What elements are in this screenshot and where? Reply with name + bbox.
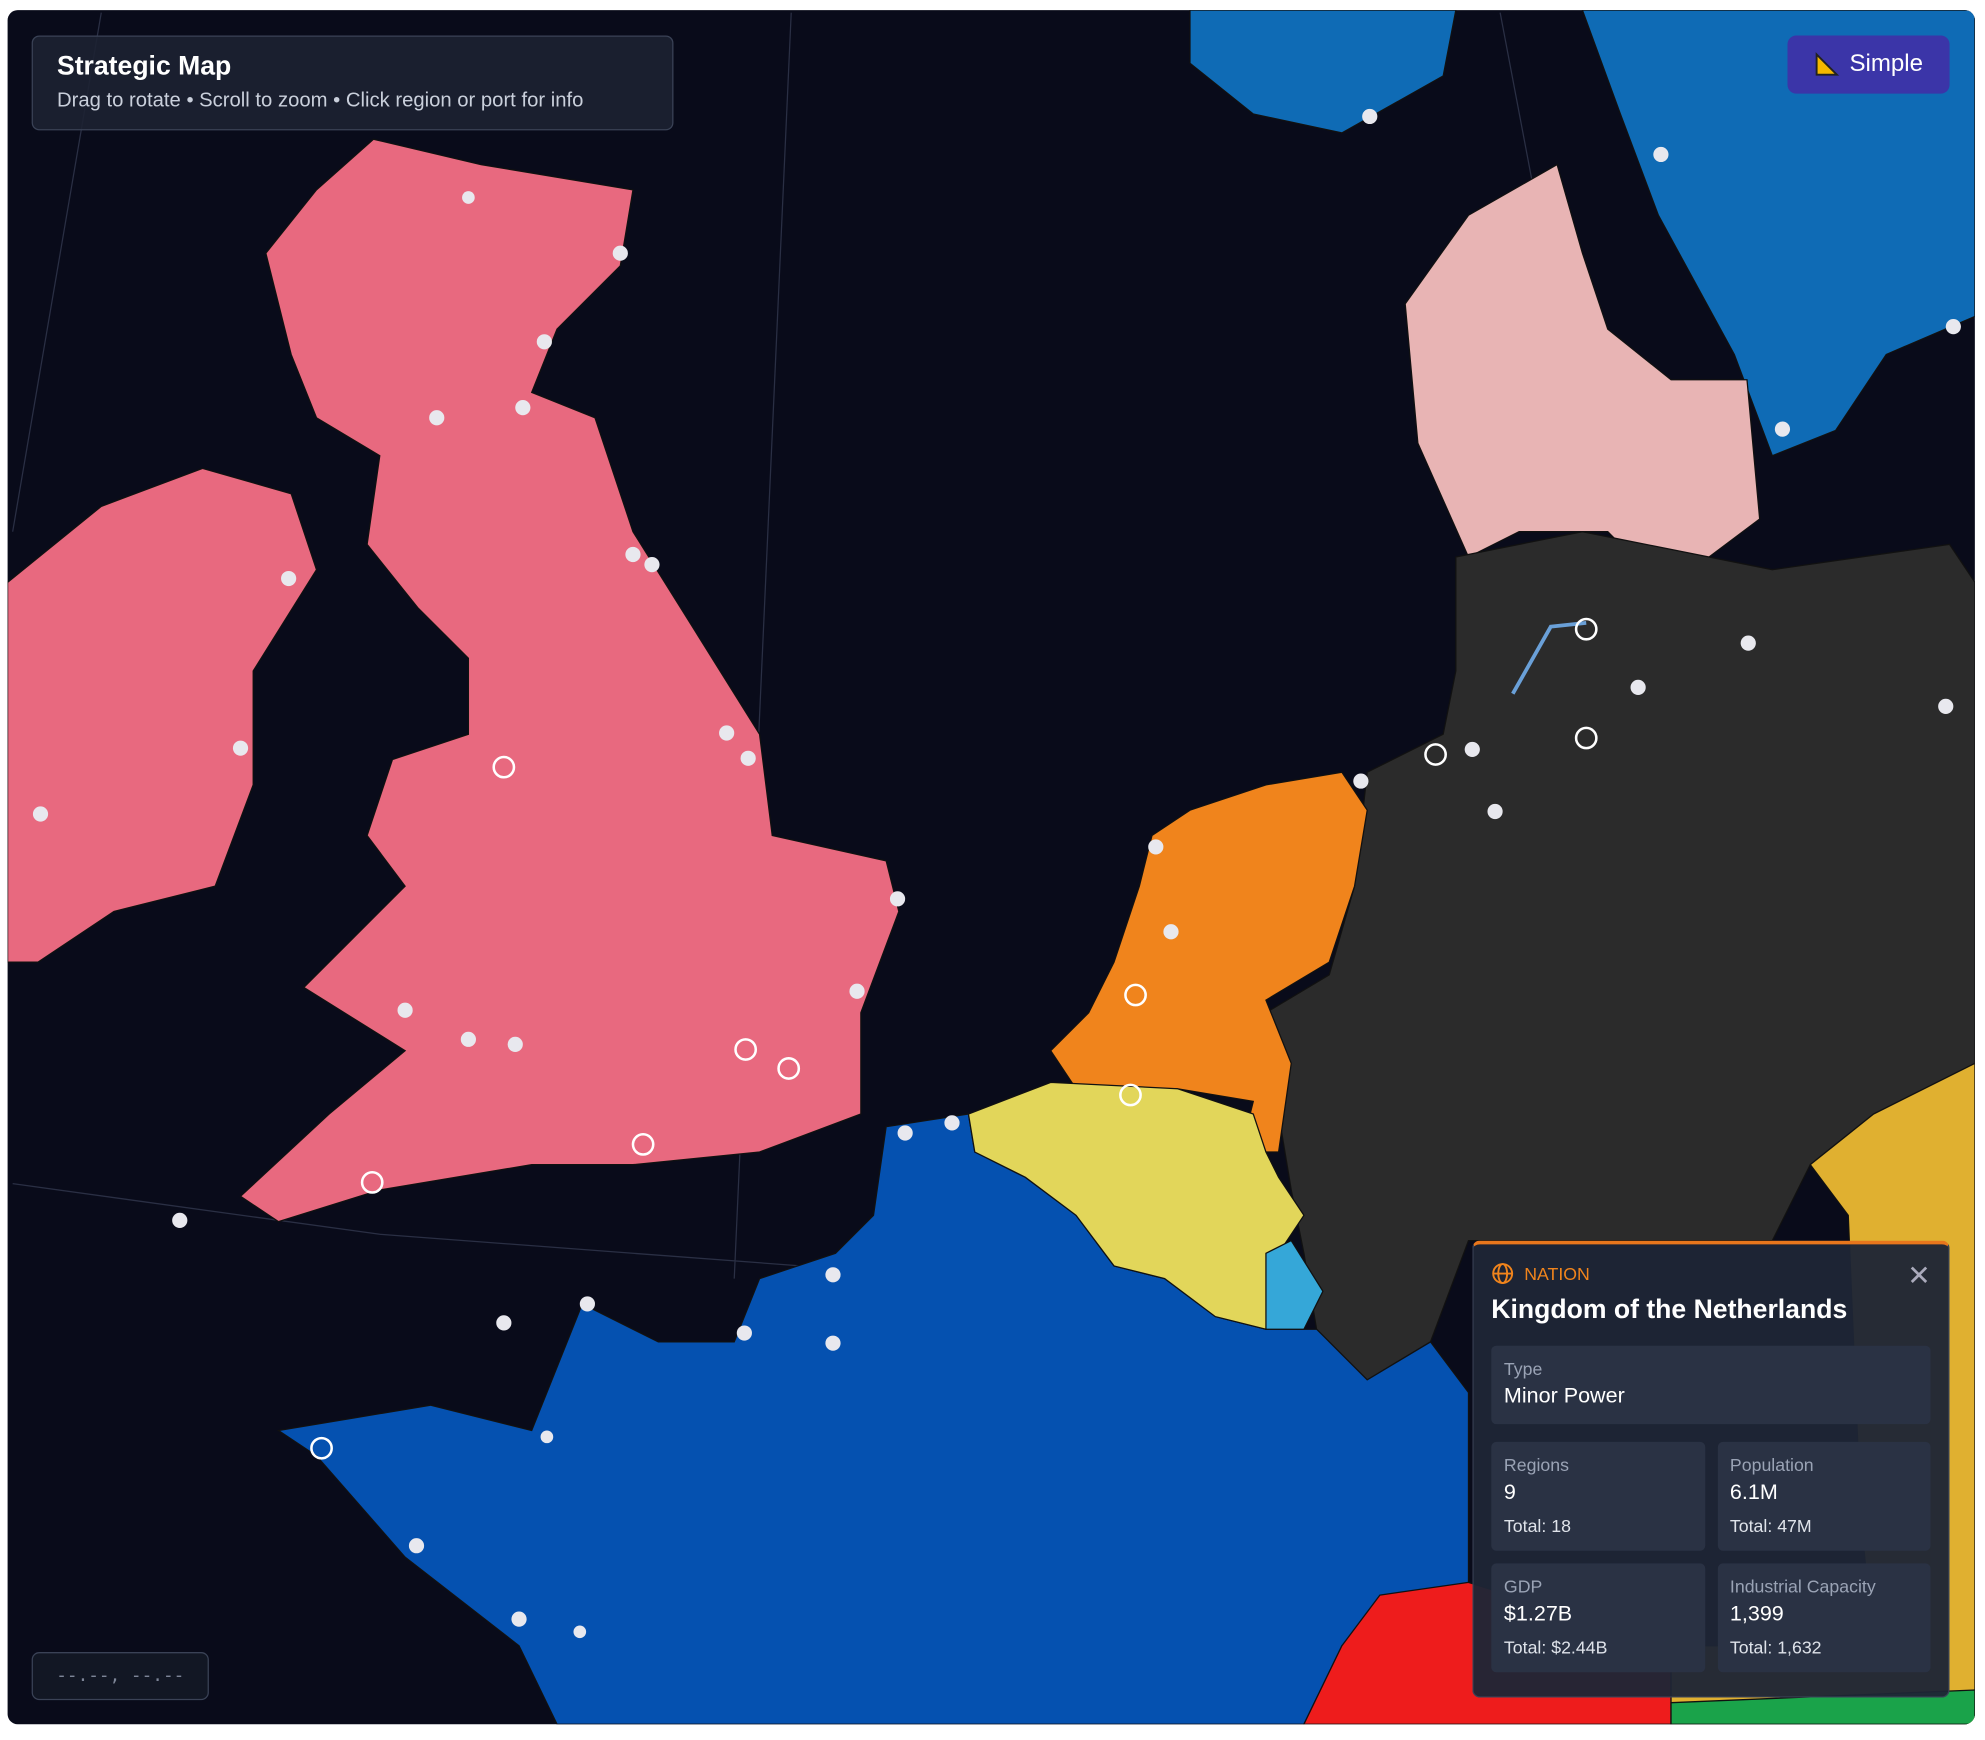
panel-title: Kingdom of the Netherlands [1491,1295,1848,1325]
mode-button[interactable]: Simple [1787,35,1950,94]
region-ireland[interactable] [7,467,318,963]
stat-label: Population [1729,1454,1814,1475]
ports[interactable] [32,108,1961,1639]
subtitle: Drag to rotate • Scroll to zoom • Click … [56,89,584,112]
stat-value: 9 [1503,1479,1516,1504]
title: Strategic Map [56,51,232,82]
region-sweden[interactable] [1581,10,1975,457]
type-value: Minor Power [1503,1383,1625,1408]
panel-category: NATION [1491,1262,1930,1285]
coordinates: --.--, --.-- [31,1652,209,1701]
info-panel: NATION ✕ Kingdom of the Netherlands Type… [1472,1240,1950,1698]
stat-card: GDP $1.27B Total: $2.44B [1491,1563,1705,1673]
stat-label: Industrial Capacity [1729,1576,1876,1597]
region-uk[interactable] [239,138,900,1223]
type-card: Type Minor Power [1491,1345,1931,1425]
stat-total: Total: 18 [1503,1515,1571,1536]
stat-value: 6.1M [1729,1479,1778,1504]
stat-card: Industrial Capacity 1,399 Total: 1,632 [1717,1563,1931,1673]
close-button[interactable]: ✕ [1907,1259,1931,1292]
stat-value: $1.27B [1503,1601,1573,1626]
stat-label: GDP [1503,1576,1543,1597]
stat-total: Total: 1,632 [1729,1636,1822,1658]
region-luxembourg[interactable] [1265,1239,1324,1330]
region-norway[interactable] [1189,10,1457,134]
stat-total: Total: $2.44B [1503,1636,1608,1658]
type-label: Type [1503,1358,1543,1379]
region-denmark[interactable] [1404,163,1761,571]
stat-label: Regions [1503,1454,1569,1475]
category-label: NATION [1524,1263,1590,1284]
stat-total: Total: 47M [1729,1515,1812,1536]
ruler-icon [1815,52,1840,76]
stat-card: Population 6.1M Total: 47M [1717,1441,1931,1551]
stats-grid: Regions 9 Total: 18 Population 6.1M Total: 47… [1491,1441,1931,1673]
mode-label: Simple [1849,50,1924,78]
header-panel: Strategic Map Drag to rotate • Scroll to… [31,35,674,131]
map-frame: Strategic Map Drag to rotate • Scroll to… [7,10,1975,1725]
stat-value: 1,399 [1729,1601,1784,1626]
map[interactable] [7,10,1975,1725]
stat-card: Regions 9 Total: 18 [1491,1441,1705,1551]
globe-icon [1492,1263,1514,1284]
